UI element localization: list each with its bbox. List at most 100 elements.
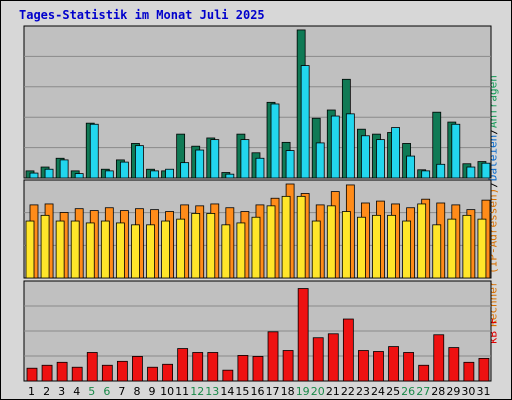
middle-bar-a [281,195,291,279]
top-bar-b [451,123,461,179]
middle-bar-a [206,213,216,279]
bottom-bar [433,334,445,382]
middle-bar-a [161,220,170,279]
bottom-bar [267,331,279,382]
x-tick-label: 16 [251,385,265,398]
top-bar-b [240,139,250,179]
x-tick-label: 29 [446,385,460,398]
x-tick-label: 8 [133,385,140,398]
middle-bar-a [40,214,50,279]
x-tick-label: 11 [175,385,189,398]
middle-bar-a [25,220,35,279]
x-tick-label: 7 [118,385,125,398]
x-tick-label: 14 [220,385,234,398]
top-bar-b [180,162,190,179]
top-bar-b [436,163,446,179]
x-tick-label: 28 [431,385,445,398]
middle-bar-a [251,216,261,279]
x-tick-label: 9 [149,385,156,398]
top-bar-b [300,65,310,179]
bottom-bar [388,346,399,382]
bottom-bar [282,350,294,382]
x-tick-label: 21 [326,385,340,398]
chart-title: Tages-Statistik im Monat Juli 2025 [19,8,265,22]
x-tick-label: 6 [103,385,110,398]
x-tick-label: 4 [73,385,80,398]
x-tick-label: 24 [371,385,385,398]
bottom-bar [312,337,324,382]
top-bar-b [150,170,159,179]
bottom-bar [192,352,204,382]
x-tick-label: 15 [235,385,249,398]
bottom-bar [222,369,234,382]
top-bar-b [135,145,144,179]
middle-bar-a [85,222,95,279]
bottom-bar [26,367,38,382]
x-tick-label: 25 [386,385,400,398]
top-bar-b [391,127,400,179]
middle-bar-a [357,216,366,279]
bottom-bar [162,363,173,382]
top-bar-b [315,142,325,179]
x-tick-label: 20 [311,385,325,398]
middle-bar-a [236,222,246,279]
bottom-bar [86,352,98,382]
top-bar-b [89,123,99,179]
bottom-bar [237,355,249,382]
top-bar-b [466,166,476,179]
top-bar-b [285,150,295,179]
top-bar-b [59,159,69,179]
top-bar-b [345,113,355,179]
middle-bar-a [311,220,321,279]
bottom-bar [327,333,339,382]
x-tick-label: 30 [461,385,475,398]
middle-bar-a [387,214,396,279]
top-bar-b [225,173,235,179]
x-tick-label: 10 [160,385,174,398]
bottom-bar [71,366,83,382]
middle-bar-a [266,205,276,279]
top-bar-b [481,162,491,179]
bottom-bar [342,318,354,382]
top-bar-b [255,157,265,179]
middle-bar-a [462,214,472,279]
top-bar-b [195,149,205,179]
middle-bar-a [432,224,442,279]
middle-bar-a [176,218,186,279]
middle-bar-a [341,211,351,279]
middle-bar-a [70,220,80,279]
top-bar-b [29,172,39,179]
top-bar-b [376,139,385,179]
middle-bar-a [115,222,125,279]
middle-bar-a [100,220,110,279]
top-bar-b [44,168,54,179]
x-tick-label: 18 [281,385,295,398]
top-bar-b [270,103,280,179]
x-tick-label: 1 [28,385,35,398]
x-tick-label: 27 [416,385,430,398]
middle-bar-a [402,220,412,279]
middle-bar-a [191,213,201,279]
x-tick-label: 3 [58,385,65,398]
x-tick-label: 31 [476,385,490,398]
bottom-bar [463,361,475,382]
top-bar-b [119,161,129,179]
x-tick-label: 5 [88,385,95,398]
top-bar-b [330,115,340,179]
x-tick-label: 26 [401,385,415,398]
x-tick-label: 23 [356,385,370,398]
middle-bar-a [417,203,427,279]
top-bar-b [361,135,370,179]
middle-bar-a [221,224,231,279]
bottom-bar [177,348,189,382]
x-tick-label: 19 [296,385,310,398]
x-tick-label: 2 [43,385,50,398]
middle-bar-a [55,220,65,279]
bottom-bar [358,350,369,382]
bottom-bar [56,361,68,382]
middle-bar-a [326,205,336,279]
top-bar-b [406,155,416,179]
bottom-bar [418,364,430,382]
bottom-bar [403,352,415,382]
